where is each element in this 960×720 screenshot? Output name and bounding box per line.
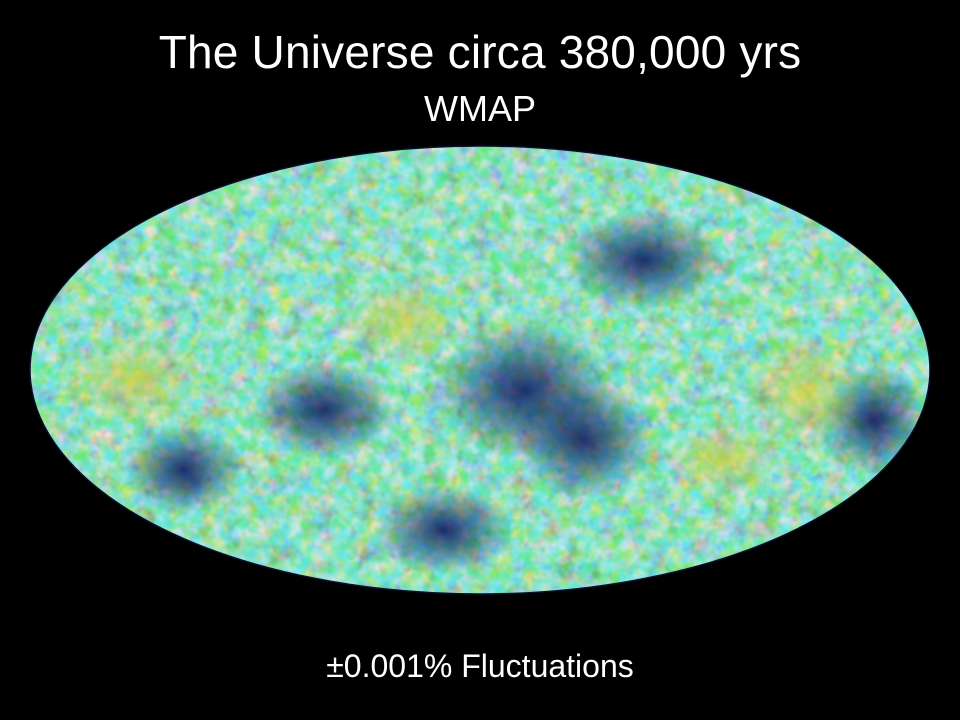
cmb-map-outline (29, 145, 931, 595)
cmb-map-fill (30, 146, 930, 594)
slide-subtitle: WMAP (424, 88, 536, 129)
cmb-mollweide-image (29, 145, 931, 595)
slide-title: The Universe circa 380,000 yrs (158, 26, 802, 78)
cmb-sky-map (24, 140, 936, 600)
fluctuations-caption: ±0.001% Fluctuations (326, 648, 634, 684)
